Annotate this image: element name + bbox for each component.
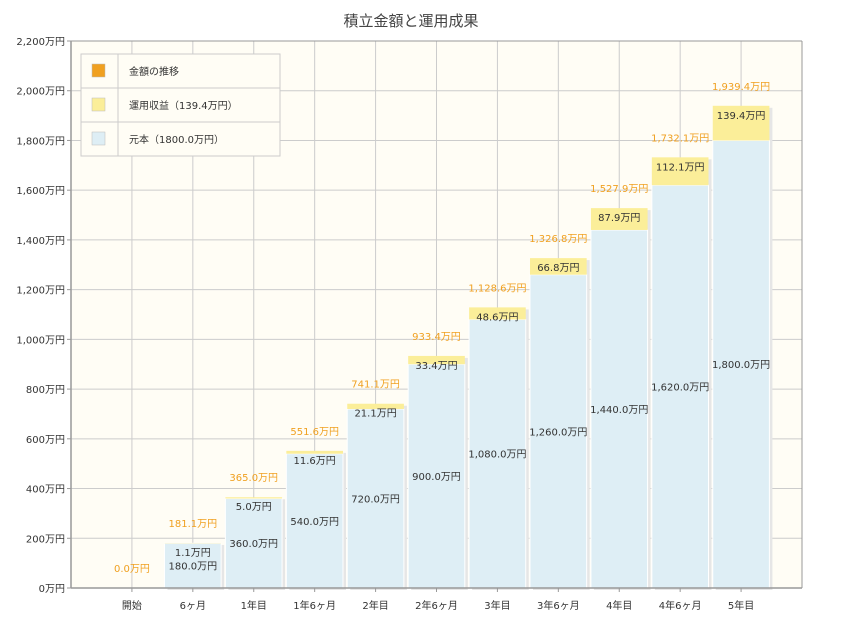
- y-tick-label: 1,200万円: [16, 286, 65, 297]
- bar-gain[interactable]: [225, 497, 283, 499]
- y-tick-label: 600万円: [26, 435, 65, 446]
- y-tick-label: 2,000万円: [16, 87, 65, 98]
- gain-label: 5.0万円: [236, 502, 272, 513]
- x-tick-label: 6ヶ月: [180, 600, 206, 612]
- gain-label: 112.1万円: [656, 162, 705, 173]
- x-tick-label: 5年目: [728, 599, 754, 612]
- x-tick-label: 開始: [122, 599, 142, 612]
- gain-label: 11.6万円: [294, 456, 336, 467]
- total-label: 1,326.8万円: [529, 234, 587, 245]
- total-label: 741.1万円: [351, 380, 400, 391]
- legend-item-total-label[interactable]: 金額の推移: [129, 65, 179, 78]
- y-tick-label: 0万円: [39, 584, 65, 595]
- y-tick-label: 2,200万円: [16, 37, 65, 48]
- principal-label: 540.0万円: [290, 517, 339, 528]
- y-tick-label: 800万円: [26, 385, 65, 396]
- y-tick-label: 1,400万円: [16, 236, 65, 247]
- gain-label: 87.9万円: [598, 213, 640, 224]
- legend-item-total-swatch[interactable]: [91, 63, 106, 78]
- total-label: 365.0万円: [229, 473, 278, 484]
- total-label: 1,527.9万円: [590, 184, 648, 195]
- x-tick-label: 3年6ヶ月: [537, 599, 580, 612]
- bar-principal[interactable]: [468, 318, 527, 589]
- y-tick-label: 400万円: [26, 485, 65, 496]
- total-label: 1,128.6万円: [468, 283, 526, 294]
- x-tick-label: 2年目: [362, 599, 388, 612]
- total-label: 0.0万円: [114, 564, 150, 575]
- bar-gain[interactable]: [590, 208, 648, 230]
- total-label: 1,732.1万円: [651, 133, 709, 144]
- bar-gain[interactable]: [347, 403, 404, 409]
- x-tick-label: 4年目: [606, 599, 632, 612]
- x-tick-label: 3年目: [484, 599, 510, 612]
- legend-item-principal-swatch[interactable]: [91, 131, 106, 146]
- plot-area: 0万円 200万円 400万円 600万円 800万円 1,000万円 1,200万円 1,4…: [16, 37, 803, 612]
- principal-label: 180.0万円: [169, 562, 218, 573]
- x-tick-label: 4年6ヶ月: [659, 599, 702, 612]
- gain-label: 66.8万円: [537, 263, 579, 274]
- gain-label: 48.6万円: [476, 312, 518, 323]
- total-label: 1,939.4万円: [712, 82, 770, 93]
- principal-label: 1,260.0万円: [529, 427, 587, 438]
- total-label: 933.4万円: [412, 332, 461, 343]
- legend-item-gain-swatch[interactable]: [91, 97, 106, 112]
- x-tick-label: 1年目: [241, 599, 267, 612]
- bar-gain[interactable]: [712, 105, 770, 141]
- principal-label: 720.0万円: [351, 494, 400, 505]
- y-tick-label: 1,000万円: [16, 335, 65, 346]
- legend-item-gain-label[interactable]: 運用収益（139.4万円）: [129, 99, 238, 112]
- bar-gain[interactable]: [651, 157, 709, 186]
- principal-label: 1,800.0万円: [712, 360, 770, 371]
- y-tick-label: 1,800万円: [16, 136, 65, 147]
- principal-label: 900.0万円: [412, 472, 461, 483]
- principal-label: 1,620.0万円: [651, 383, 709, 394]
- x-tick-label: 2年6ヶ月: [415, 599, 458, 612]
- legend-box: [80, 53, 281, 157]
- total-label: 551.6万円: [290, 427, 339, 438]
- bar-principal[interactable]: [529, 274, 588, 589]
- bar-principal[interactable]: [285, 453, 344, 589]
- y-tick-label: 1,600万円: [16, 186, 65, 197]
- gain-label: 33.4万円: [415, 361, 457, 372]
- bar-principal[interactable]: [346, 408, 405, 589]
- bar-principal[interactable]: [224, 497, 283, 589]
- bar-gain[interactable]: [286, 450, 343, 454]
- gain-label: 21.1万円: [354, 409, 396, 420]
- principal-label: 360.0万円: [229, 539, 278, 550]
- gain-label: 1.1万円: [175, 548, 211, 559]
- bar-gain[interactable]: [469, 307, 526, 320]
- bar-gain[interactable]: [530, 258, 587, 275]
- x-tick-label: 1年6ヶ月: [293, 599, 336, 612]
- principal-label: 1,080.0万円: [468, 450, 526, 461]
- bar-principal[interactable]: [590, 229, 649, 589]
- gain-label: 139.4万円: [717, 111, 766, 122]
- chart-title: 積立金額と運用成果: [343, 12, 478, 30]
- bar-gain[interactable]: [408, 355, 465, 365]
- total-label: 181.1万円: [169, 519, 218, 530]
- y-tick-label: 200万円: [26, 534, 65, 545]
- principal-label: 1,440.0万円: [590, 405, 648, 416]
- legend-item-principal-label[interactable]: 元本（1800.0万円）: [129, 133, 224, 146]
